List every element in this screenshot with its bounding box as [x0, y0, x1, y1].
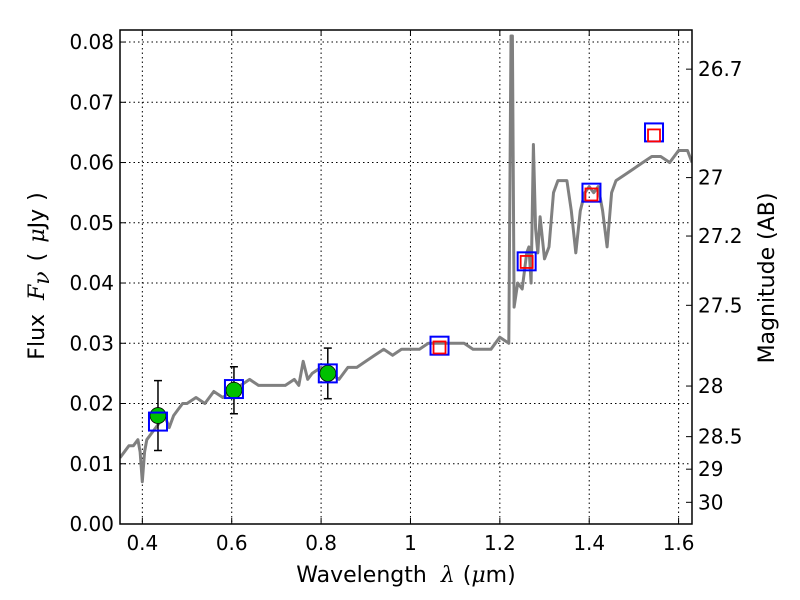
- y-tick-label: 0.06: [69, 151, 114, 175]
- predicted-flux-square: [584, 187, 599, 202]
- series-layer: [120, 34, 692, 484]
- y2-tick-label: 28.5: [698, 425, 743, 449]
- y-tick-label: 0.00: [69, 512, 114, 536]
- predicted-flux-square: [647, 128, 661, 143]
- x-tick-label: 0.6: [216, 531, 248, 555]
- y2-tick-label: 27.2: [698, 224, 743, 248]
- model-photometry-square: [317, 363, 338, 384]
- y2-tick-label: 30: [698, 490, 723, 514]
- y2-tick-label: 28: [698, 374, 723, 398]
- y-tick-label: 0.08: [69, 30, 114, 54]
- predicted-flux-square: [519, 255, 534, 269]
- observed-flux-point: [225, 381, 243, 399]
- x-tick-label: 1.2: [484, 531, 516, 555]
- x-axis-label: Wavelength λ (μm): [296, 563, 515, 588]
- y-tick-label: 0.07: [69, 90, 114, 114]
- x-tick-label: 0.4: [126, 531, 158, 555]
- grid-layer: [120, 30, 692, 525]
- y-tick-label: 0.02: [69, 392, 114, 416]
- y2-tick-label: 26.7: [698, 57, 743, 81]
- x-tick-label: 0.8: [305, 531, 337, 555]
- plot-frame: [119, 29, 693, 525]
- y-tick-label: 0.04: [69, 271, 114, 295]
- x-tick-label: 1.4: [573, 531, 605, 555]
- y-tick-label: 0.01: [69, 452, 114, 476]
- model-spectrum-line: [120, 34, 692, 484]
- y2-axis-label: Magnitude (AB): [755, 193, 780, 364]
- predicted-flux-square: [432, 340, 447, 355]
- tick-layer: 0.4 0.6 0.8 1 1.2 1.4 1.6 0.00 0.01 0.02 0.03 0.04 0…: [69, 30, 743, 555]
- model-photometry-square: [516, 251, 537, 272]
- x-tick-label: 1: [404, 531, 417, 555]
- plot-area: [120, 34, 692, 484]
- model-photometry-square: [429, 335, 450, 356]
- y-axis-label: FluxFν(μJy): [25, 192, 55, 359]
- y-tick-label: 0.05: [69, 211, 114, 235]
- model-photometry-square: [581, 182, 602, 203]
- y2-tick-label: 27.5: [698, 293, 743, 317]
- y2-tick-label: 27: [698, 166, 723, 190]
- y2-tick-label: 29: [698, 457, 723, 481]
- x-tick-label: 1.6: [663, 531, 695, 555]
- y-tick-label: 0.03: [69, 331, 114, 355]
- model-photometry-square: [147, 411, 168, 432]
- observed-flux-point: [319, 364, 337, 382]
- observed-flux-point: [149, 407, 167, 424]
- model-photometry-square: [223, 379, 244, 400]
